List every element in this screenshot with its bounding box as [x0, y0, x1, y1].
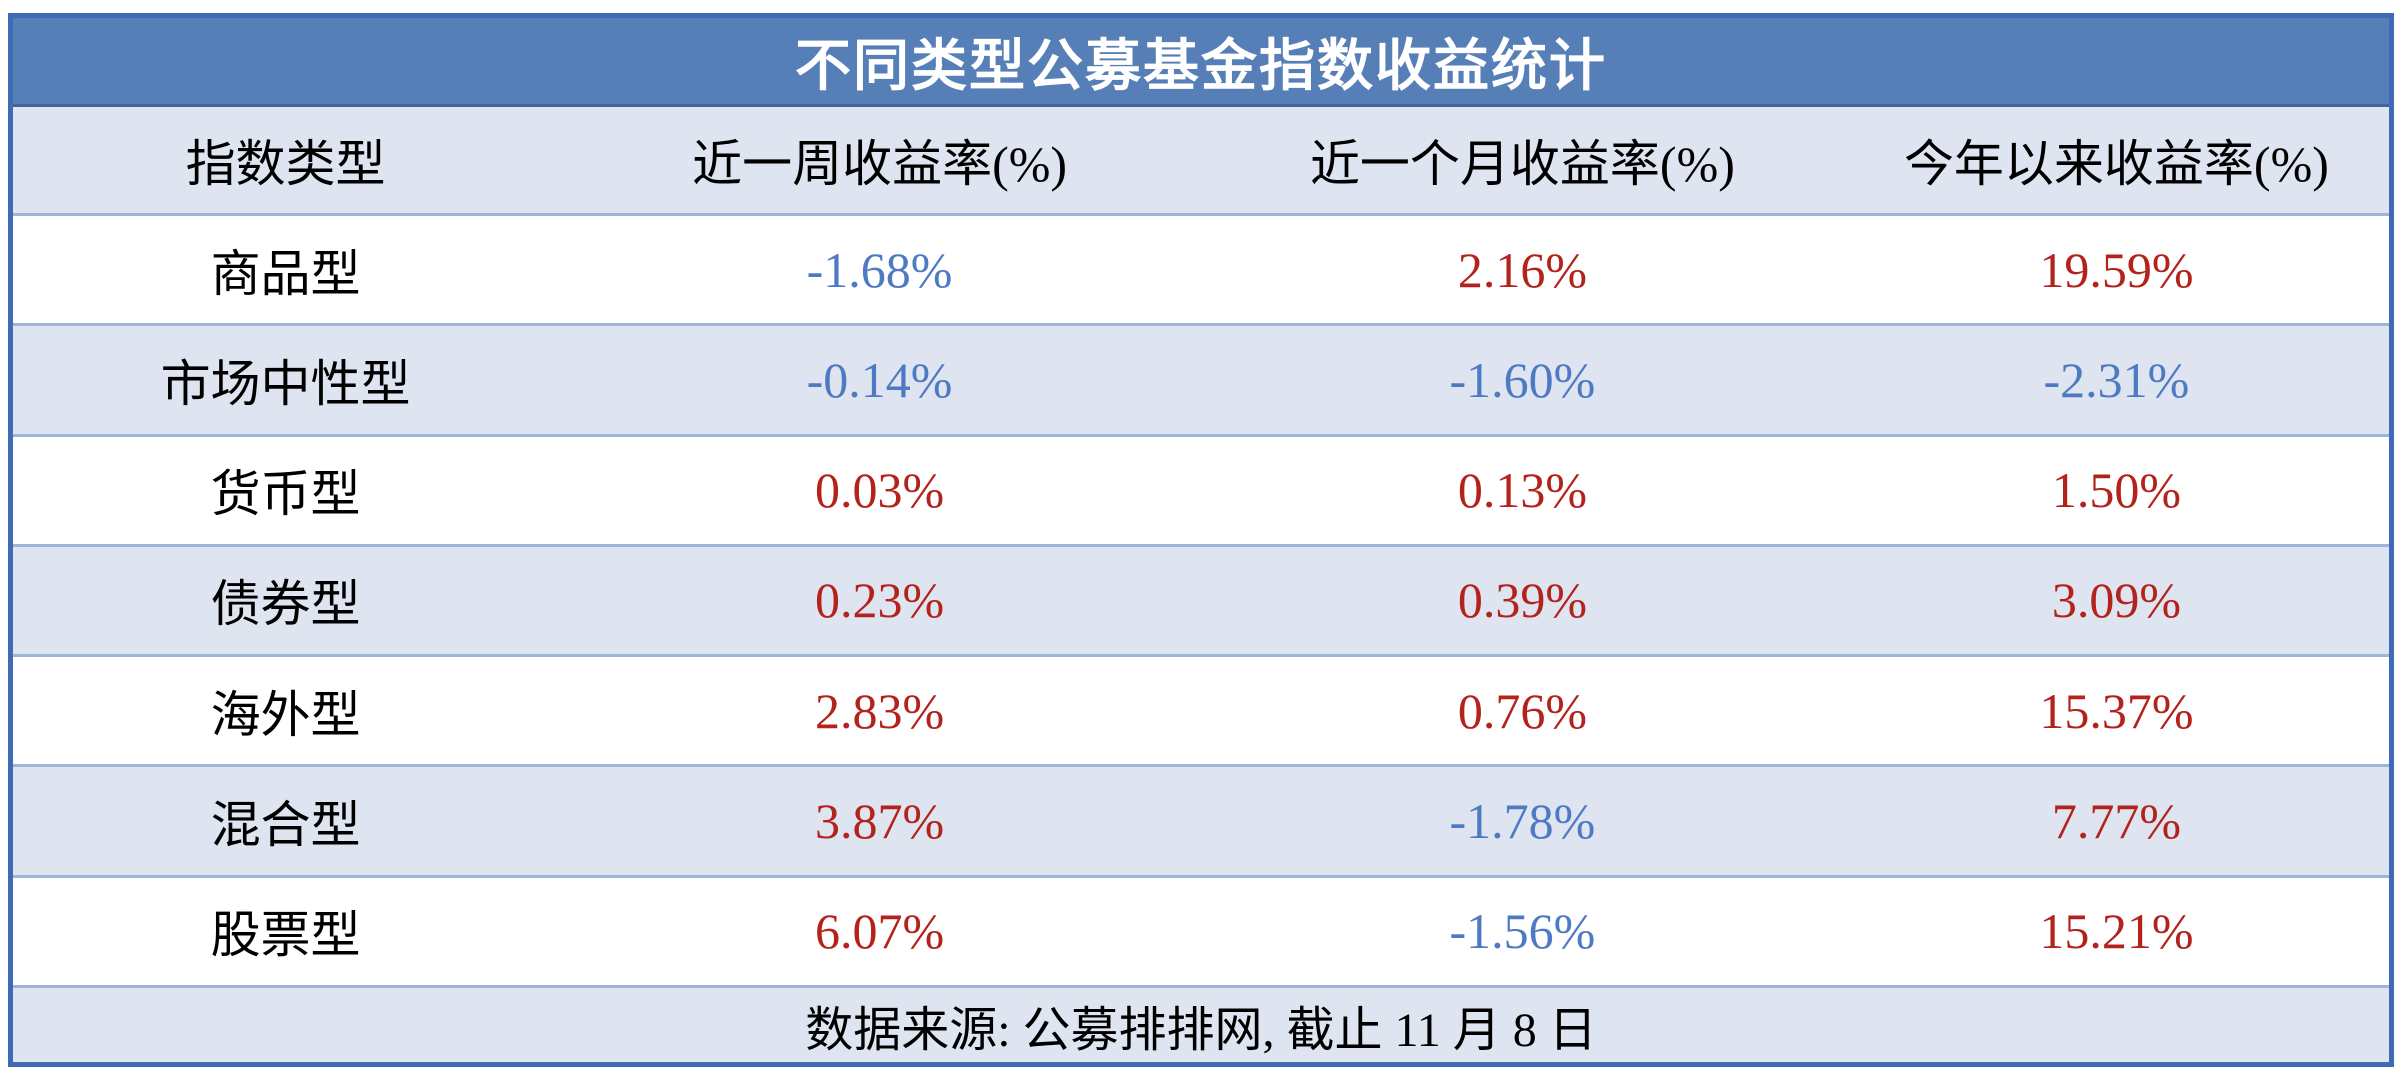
row-label: 货币型 — [210, 466, 361, 523]
column-header-ytd-return: 今年以来收益率(%) — [1903, 136, 2329, 192]
month-return-value: 2.16% — [1457, 241, 1587, 298]
column-header-row: 指数类型 近一周收益率(%) 近一个月收益率(%) 今年以来收益率(%) — [10, 105, 2392, 215]
row-label: 市场中性型 — [160, 355, 411, 412]
month-return-value: 0.13% — [1457, 462, 1587, 519]
table-body: 商品型 -1.68% 2.16% 19.59% 市场中性型 -0.14% -1.60% -2.… — [10, 214, 2392, 987]
table-row: 海外型 2.83% 0.76% 15.37% — [10, 655, 2392, 766]
month-return-value: 0.39% — [1457, 572, 1587, 629]
ytd-return-value: 3.09% — [2051, 572, 2181, 629]
week-return-value: 3.87% — [814, 793, 945, 850]
week-return-value: 2.83% — [814, 682, 945, 739]
ytd-return-value: 1.50% — [2051, 462, 2181, 519]
row-label: 债券型 — [210, 576, 361, 633]
month-return-value: -1.78% — [1449, 793, 1596, 850]
footer-row: 数据来源: 公募排排网, 截止 11 月 8 日 — [10, 986, 2392, 1065]
month-return-value: -1.60% — [1449, 351, 1596, 408]
row-label: 混合型 — [210, 797, 361, 854]
column-header-week-return: 近一周收益率(%) — [692, 136, 1068, 192]
month-return-value: -1.56% — [1449, 903, 1596, 960]
title-row: 不同类型公募基金指数收益统计 — [10, 15, 2392, 107]
table-row: 股票型 6.07% -1.56% 15.21% — [10, 876, 2392, 987]
week-return-value: 0.23% — [814, 572, 945, 629]
table-row: 债券型 0.23% 0.39% 3.09% — [10, 545, 2392, 656]
week-return-value: 6.07% — [814, 903, 945, 960]
table-row: 市场中性型 -0.14% -1.60% -2.31% — [10, 324, 2392, 436]
week-return-value: -0.14% — [806, 351, 953, 408]
month-return-value: 0.76% — [1457, 682, 1587, 739]
week-return-value: -1.68% — [806, 241, 953, 298]
ytd-return-value: 15.37% — [2039, 682, 2194, 739]
ytd-return-value: -2.31% — [2043, 351, 2190, 408]
ytd-return-value: 7.77% — [2051, 793, 2181, 850]
table-row: 混合型 3.87% -1.78% 7.77% — [10, 765, 2392, 877]
table-row: 货币型 0.03% 0.13% 1.50% — [10, 435, 2392, 546]
row-label: 商品型 — [210, 245, 361, 302]
ytd-return-value: 19.59% — [2039, 241, 2194, 298]
column-header-month-return: 近一个月收益率(%) — [1309, 136, 1735, 192]
data-source-note: 数据来源: 公募排排网, 截止 11 月 8 日 — [805, 1004, 1597, 1057]
row-label: 股票型 — [210, 907, 361, 964]
table-row: 商品型 -1.68% 2.16% 19.59% — [10, 214, 2392, 325]
week-return-value: 0.03% — [814, 462, 945, 519]
table-title: 不同类型公募基金指数收益统计 — [10, 15, 2392, 107]
ytd-return-value: 15.21% — [2039, 903, 2194, 960]
column-header-index-type: 指数类型 — [185, 136, 386, 192]
fund-returns-table-container: 不同类型公募基金指数收益统计 指数类型 近一周收益率(%) 近一个月收益率(%)… — [8, 13, 2394, 1067]
fund-returns-table: 不同类型公募基金指数收益统计 指数类型 近一周收益率(%) 近一个月收益率(%)… — [8, 13, 2394, 1067]
row-label: 海外型 — [210, 686, 361, 743]
